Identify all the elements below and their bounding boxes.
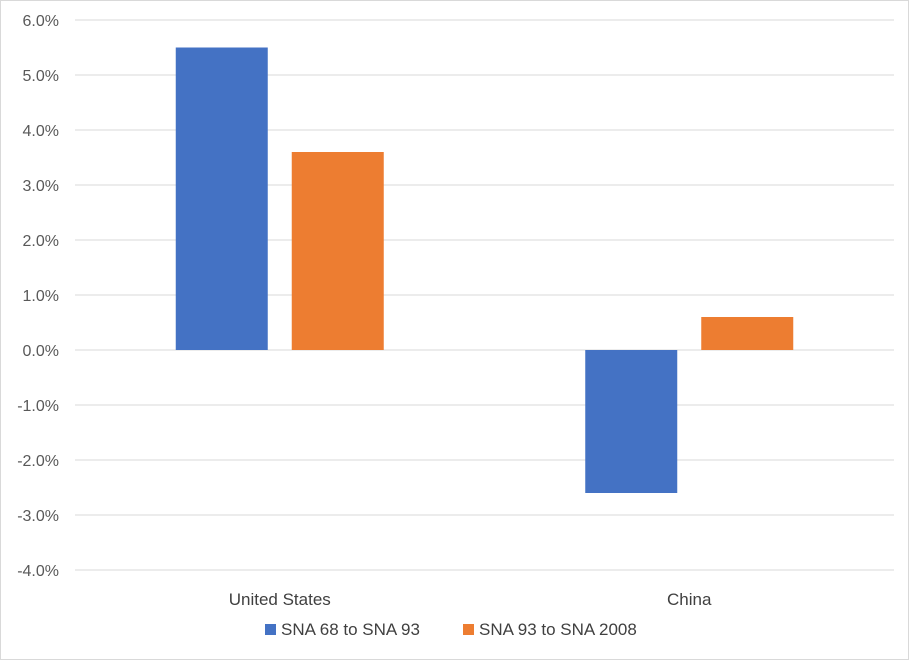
y-tick-label: 3.0% (23, 178, 59, 195)
y-tick-label: -2.0% (17, 453, 59, 470)
y-tick-label: 6.0% (23, 13, 59, 30)
legend: SNA 68 to SNA 93 SNA 93 to SNA 2008 (265, 620, 637, 639)
bar (585, 350, 678, 493)
y-tick-label: -3.0% (17, 508, 59, 525)
bar (701, 317, 794, 350)
category-label: United States (229, 590, 331, 609)
category-label: China (667, 590, 712, 609)
bar (175, 47, 268, 350)
y-tick-label: 5.0% (23, 68, 59, 85)
y-tick-label: 1.0% (23, 288, 59, 305)
y-tick-label: 4.0% (23, 123, 59, 140)
x-axis-category-labels: United States China (229, 590, 712, 609)
bar (291, 152, 384, 350)
y-axis-tick-labels: 6.0% 5.0% 4.0% 3.0% 2.0% 1.0% 0.0% -1.0% -2.0% -3… (17, 13, 59, 580)
y-tick-label: -1.0% (17, 398, 59, 415)
y-tick-label: 0.0% (23, 343, 59, 360)
legend-swatch (463, 624, 474, 635)
y-tick-label: -4.0% (17, 563, 59, 580)
legend-swatch (265, 624, 276, 635)
legend-label: SNA 93 to SNA 2008 (479, 620, 637, 639)
bars (175, 47, 794, 493)
y-tick-label: 2.0% (23, 233, 59, 250)
legend-label: SNA 68 to SNA 93 (281, 620, 420, 639)
